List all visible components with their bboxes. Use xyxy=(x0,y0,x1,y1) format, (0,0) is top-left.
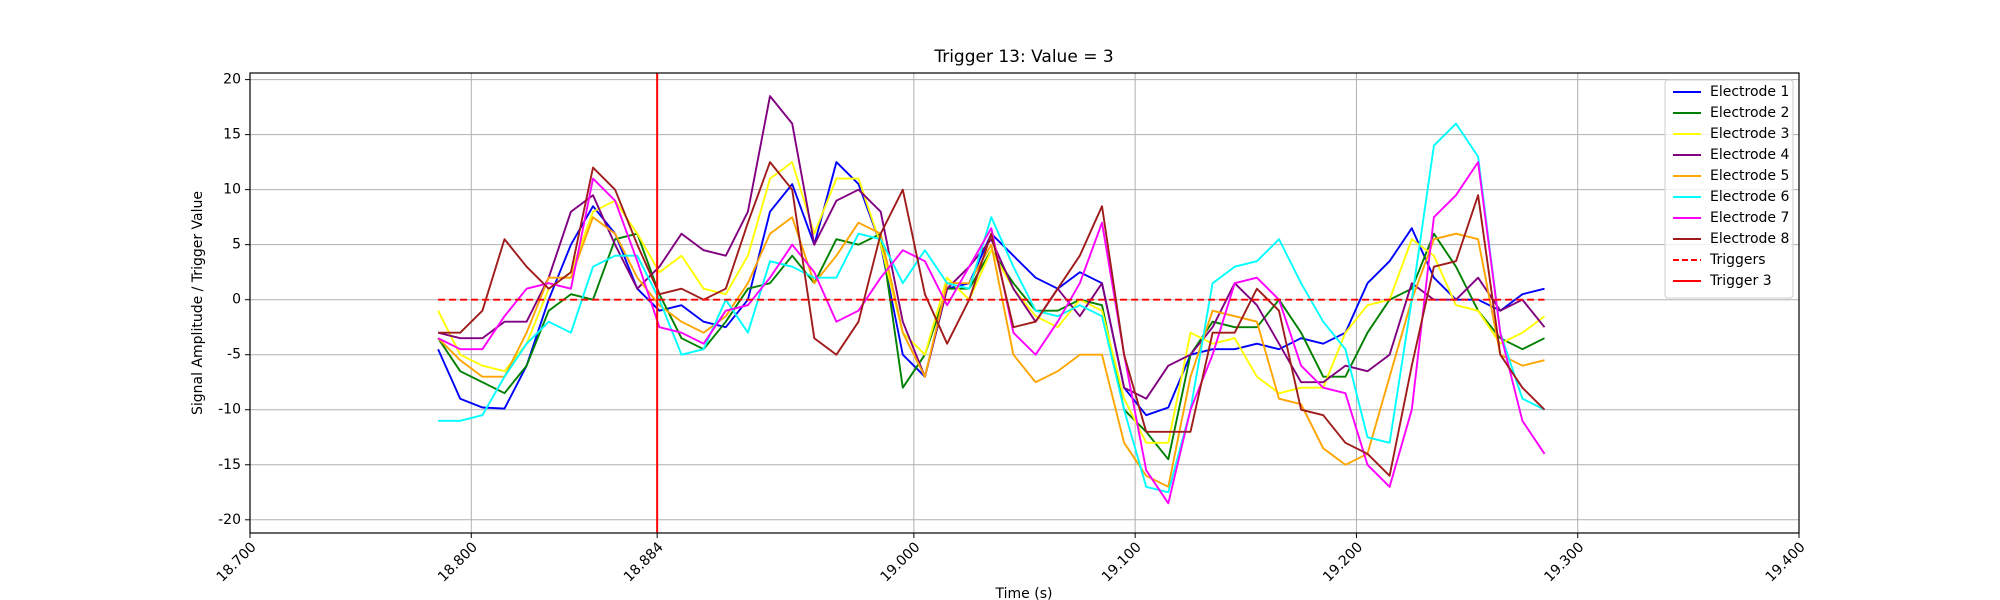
y-tick-label: -15 xyxy=(218,457,241,473)
legend: Electrode 1 Electrode 2 Electrode 3 Electro… xyxy=(1664,79,1794,299)
legend-label: Electrode 3 xyxy=(1710,126,1789,142)
y-tick-label: 5 xyxy=(232,237,241,253)
legend-label: Trigger 3 xyxy=(1709,273,1772,289)
series-line xyxy=(438,161,1546,477)
legend-label: Electrode 4 xyxy=(1710,147,1789,163)
series-line xyxy=(437,161,1546,444)
y-tick-label: 0 xyxy=(232,292,241,308)
legend-label: Electrode 1 xyxy=(1710,84,1789,100)
y-tick-label: 15 xyxy=(223,127,241,143)
legend-label: Electrode 7 xyxy=(1710,210,1789,226)
x-axis-label: Time (s) xyxy=(995,586,1053,600)
y-tick-label: -10 xyxy=(218,402,241,418)
legend-label: Electrode 2 xyxy=(1710,105,1789,121)
legend-label: Electrode 8 xyxy=(1710,231,1789,247)
y-axis-label: Signal Amplitude / Trigger Value xyxy=(190,191,206,415)
legend-label: Electrode 6 xyxy=(1710,189,1789,205)
chart-title: Trigger 13: Value = 3 xyxy=(933,47,1113,67)
legend-label: Triggers xyxy=(1709,252,1766,268)
y-tick-label: 10 xyxy=(223,182,241,198)
y-tick-label: 20 xyxy=(223,72,241,88)
plot-frame xyxy=(249,72,1800,534)
y-tick-label: -5 xyxy=(227,347,241,363)
series-line xyxy=(437,161,1546,505)
legend-label: Electrode 5 xyxy=(1710,168,1789,184)
series-line xyxy=(437,216,1545,488)
y-tick-label: -20 xyxy=(218,512,241,528)
series-line xyxy=(437,95,1546,400)
series-line xyxy=(438,122,1545,494)
